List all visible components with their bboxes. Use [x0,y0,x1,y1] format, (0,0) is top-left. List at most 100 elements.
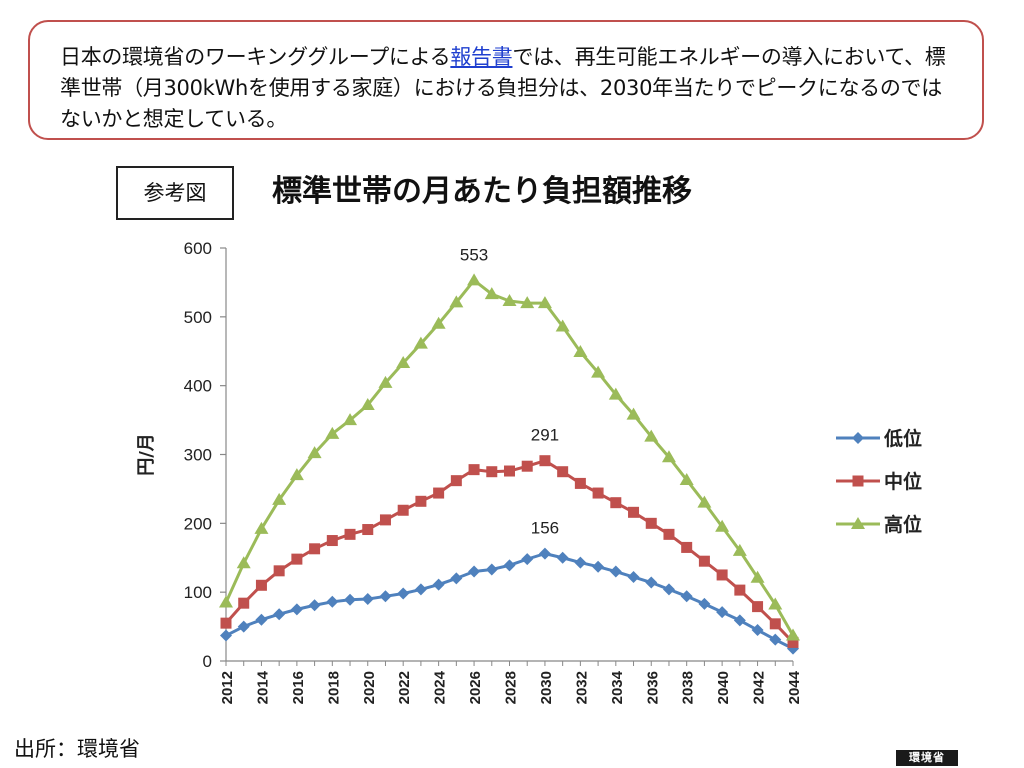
data-label: 553 [460,245,488,264]
data-point [661,450,676,463]
data-point [396,355,411,368]
data-point [715,519,730,532]
data-point [663,528,675,540]
data-point [752,601,764,613]
x-tick-label: 2016 [290,671,307,704]
chart-axes: 0 100 200 300 400 500 600 2012 2014 2016 2018 2020 2… [136,239,803,704]
data-point [521,460,533,472]
y-axis-label: 円/月 [136,433,157,476]
data-point [379,514,391,526]
data-point [698,555,710,567]
data-point [289,468,304,481]
data-point [485,563,498,576]
data-point [732,543,747,556]
data-point [290,603,303,616]
series-3: 553 [219,245,800,641]
data-point [716,569,728,581]
data-point [751,624,764,637]
data-point [344,528,356,540]
data-point [397,587,410,600]
data-point [680,590,693,603]
data-point [733,614,746,627]
data-point [273,565,285,577]
data-point [608,387,623,400]
data-label: 291 [531,426,559,445]
chart-plot: 156 291 553 [219,245,800,655]
data-point [609,565,622,578]
data-point [503,559,516,572]
data-point [769,618,781,630]
data-point [628,506,640,518]
data-point [379,590,392,603]
data-point [236,556,251,569]
data-point [397,504,409,516]
x-tick-label: 2044 [786,670,803,704]
data-point [768,597,783,610]
chart-title: 標準世帯の月あたり負担額推移 [272,174,692,209]
data-point [362,524,374,536]
data-point [468,565,481,578]
data-point [786,628,800,641]
y-tick-label: 100 [184,583,212,602]
data-point [644,429,659,442]
legend-item: 高位 [836,513,922,536]
data-point [325,426,340,439]
series-2: 291 [220,426,799,648]
data-point [308,599,321,612]
data-point [662,583,675,596]
data-point [220,629,232,642]
x-tick-label: 2028 [503,671,520,704]
data-point [769,633,782,646]
x-tick-label: 2012 [219,671,236,704]
data-point [273,608,286,621]
data-point [238,597,250,609]
data-point [431,316,446,329]
data-point [486,466,498,478]
legend-label: 中位 [884,470,922,493]
data-point [468,464,480,476]
data-point [574,556,587,569]
data-point [432,578,445,591]
data-point [502,294,517,307]
data-point [415,495,427,507]
y-tick-label: 0 [203,652,212,671]
legend-marker [852,432,864,444]
data-point [592,487,604,499]
x-tick-label: 2040 [715,671,732,704]
data-point [450,475,462,487]
data-point [537,296,552,309]
data-point [698,597,711,610]
x-tick-label: 2024 [432,670,449,704]
data-point [237,620,250,633]
data-point [591,365,606,378]
data-point [378,375,393,388]
x-tick-label: 2026 [467,671,484,704]
data-point [750,570,765,583]
data-point [254,521,269,534]
legend-item: 中位 [836,470,922,493]
data-point [555,319,570,332]
data-point [326,535,338,547]
x-tick-label: 2042 [751,671,768,704]
data-point [291,553,303,565]
report-link[interactable]: 報告書 [450,45,513,69]
data-point [734,584,746,596]
y-tick-label: 200 [184,514,212,533]
data-point [787,636,799,648]
data-point [414,583,427,596]
legend-marker [851,517,865,529]
legend-label: 高位 [884,513,922,536]
data-point [645,517,657,529]
data-point [450,572,463,585]
data-point [484,287,499,300]
legend-label: 低位 [883,427,922,450]
data-point [219,595,233,608]
x-tick-label: 2038 [680,671,697,704]
data-point [433,487,445,499]
x-tick-label: 2032 [573,671,590,704]
series-1: 156 [220,519,799,655]
data-point [557,466,569,478]
data-point [626,407,641,420]
